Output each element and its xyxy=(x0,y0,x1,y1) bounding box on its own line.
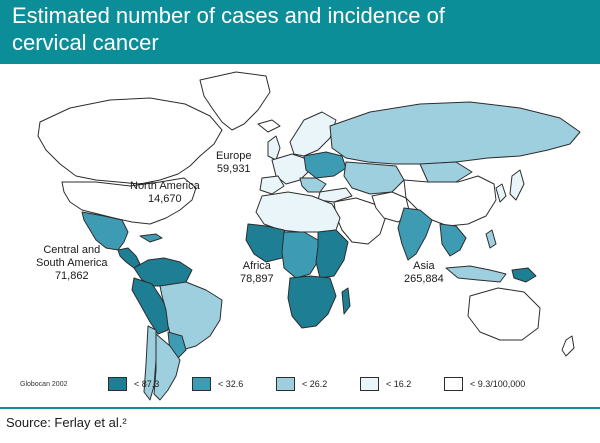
central-africa-shape xyxy=(281,231,321,279)
source-note: Source: Ferlay et al.² xyxy=(6,415,127,430)
legend-swatch-5 xyxy=(444,377,463,391)
title-banner: Estimated number of cases and incidence … xyxy=(0,0,600,64)
csa-cases: 71,862 xyxy=(54,270,89,282)
uk-shape xyxy=(267,135,281,161)
csa-name-line1: Central and xyxy=(43,244,101,256)
philippines-shape xyxy=(485,229,497,249)
middle-east-shape xyxy=(333,197,387,245)
europe-name: Europe xyxy=(216,150,252,162)
southern-africa-shape xyxy=(287,275,337,329)
madagascar-shape xyxy=(341,287,351,315)
central-asia-shape xyxy=(343,161,405,195)
iceland-shape xyxy=(257,119,281,133)
asia-name: Asia xyxy=(413,260,435,272)
korea-shape xyxy=(495,183,507,203)
png-shape xyxy=(511,267,537,283)
africa-label: Africa 78,897 xyxy=(240,260,274,286)
world-map xyxy=(37,71,581,401)
europe-cases: 59,931 xyxy=(216,163,251,175)
legend-label-5: < 9.3/100,000 xyxy=(470,379,526,389)
legend-swatch-3 xyxy=(276,377,295,391)
new-zealand-shape xyxy=(561,335,575,357)
central-south-america-label: Central and South America 71,862 xyxy=(36,244,108,283)
asia-label: Asia 265,884 xyxy=(404,260,444,286)
africa-cases: 78,897 xyxy=(240,273,274,285)
title-line-1: Estimated number of cases and incidence … xyxy=(12,3,445,28)
legend-label-4: < 16.2 xyxy=(386,379,412,389)
europe-label: Europe 59,931 xyxy=(216,150,251,176)
legend-source: Globocan 2002 xyxy=(20,381,68,388)
scandinavia-shape xyxy=(289,111,337,157)
csa-name-line2: South America xyxy=(36,257,108,269)
asia-cases: 265,884 xyxy=(404,273,444,285)
north-america-label: North America 14,670 xyxy=(130,180,200,206)
australia-shape xyxy=(467,287,541,341)
legend-label-2: < 32.6 xyxy=(218,379,244,389)
legend-label-3: < 26.2 xyxy=(302,379,328,389)
india-shape xyxy=(397,207,433,261)
greenland-shape xyxy=(199,71,271,131)
iberia-shape xyxy=(259,175,285,195)
russia-shape xyxy=(329,101,581,165)
legend: Globocan 2002 < 87.3 < 32.6 < 26.2 < 16.… xyxy=(20,376,590,396)
west-africa-shape xyxy=(245,223,291,263)
north-america-name: North America xyxy=(130,180,200,192)
central-america-shape xyxy=(117,247,141,269)
title-line-2: cervical cancer xyxy=(12,30,159,55)
legend-label-1: < 87.3 xyxy=(134,379,160,389)
africa-name: Africa xyxy=(242,260,271,272)
argentina-shape xyxy=(153,333,181,401)
legend-swatch-4 xyxy=(360,377,379,391)
japan-shape xyxy=(509,169,525,201)
mongolia-shape xyxy=(419,161,473,183)
legend-swatch-1 xyxy=(108,377,127,391)
cuba-shape xyxy=(139,233,163,243)
map-title: Estimated number of cases and incidence … xyxy=(12,2,445,56)
east-africa-shape xyxy=(315,229,349,279)
southeast-asia-shape xyxy=(439,223,467,257)
usa-shape xyxy=(61,177,197,225)
andean-shape xyxy=(131,277,171,335)
canada-shape xyxy=(37,97,223,185)
balkans-shape xyxy=(299,177,327,193)
north-america-cases: 14,670 xyxy=(148,193,182,205)
brazil-shape xyxy=(159,281,223,351)
legend-swatch-2 xyxy=(192,377,211,391)
eastern-europe-shape xyxy=(303,151,347,179)
indonesia-shape xyxy=(445,265,507,283)
map-panel: North America 14,670 Europe 59,931 Centr… xyxy=(0,64,600,409)
